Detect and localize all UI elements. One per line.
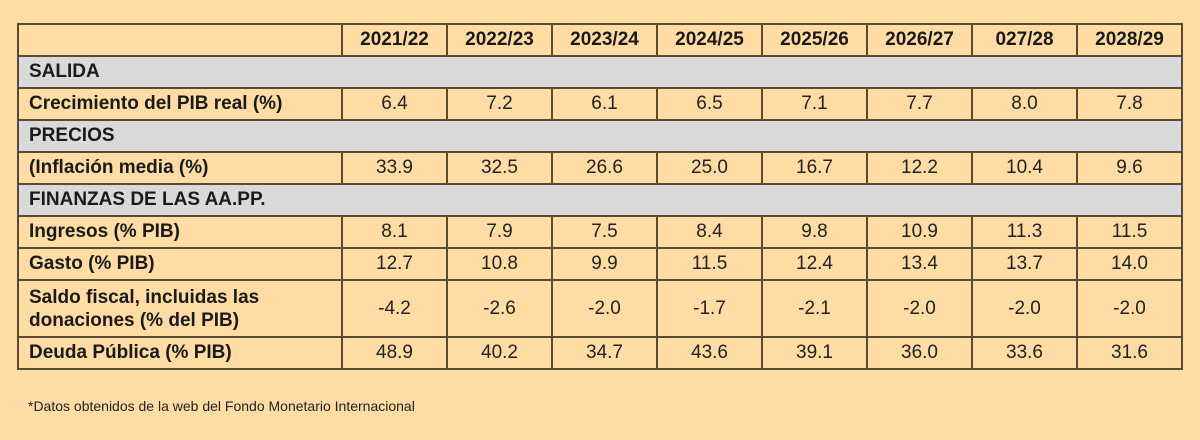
cell: 7.2 xyxy=(446,87,553,121)
row-label: (Inflación media (%) xyxy=(17,151,343,185)
cell: 6.5 xyxy=(656,87,763,121)
economic-indicators-table: 2021/22 2022/23 2023/24 2024/25 2025/26 … xyxy=(17,23,1183,370)
header-year: 027/28 xyxy=(971,23,1078,57)
header-empty xyxy=(17,23,343,57)
cell: -2.0 xyxy=(971,279,1078,338)
cell: 33.6 xyxy=(971,336,1078,370)
cell: -2.1 xyxy=(761,279,868,338)
header-year: 2022/23 xyxy=(446,23,553,57)
cell: 11.5 xyxy=(656,247,763,281)
cell: 7.5 xyxy=(551,215,658,249)
section-row: FINANZAS DE LAS AA.PP. xyxy=(17,183,1183,217)
section-title: FINANZAS DE LAS AA.PP. xyxy=(17,183,1183,217)
cell: 40.2 xyxy=(446,336,553,370)
section-title: PRECIOS xyxy=(17,119,1183,153)
cell: 13.7 xyxy=(971,247,1078,281)
header-row: 2021/22 2022/23 2023/24 2024/25 2025/26 … xyxy=(17,23,1183,57)
cell: 9.6 xyxy=(1076,151,1183,185)
cell: 8.4 xyxy=(656,215,763,249)
header-year: 2023/24 xyxy=(551,23,658,57)
cell: 10.4 xyxy=(971,151,1078,185)
header-year: 2028/29 xyxy=(1076,23,1183,57)
table-row: Ingresos (% PIB) 8.1 7.9 7.5 8.4 9.8 10.… xyxy=(17,215,1183,249)
cell: 31.6 xyxy=(1076,336,1183,370)
row-label: Saldo fiscal, incluidas las donaciones (… xyxy=(17,279,343,338)
cell: 9.8 xyxy=(761,215,868,249)
cell: -2.0 xyxy=(866,279,973,338)
cell: 11.5 xyxy=(1076,215,1183,249)
footnote: *Datos obtenidos de la web del Fondo Mon… xyxy=(28,398,415,414)
cell: 34.7 xyxy=(551,336,658,370)
cell: 8.1 xyxy=(341,215,448,249)
section-title: SALIDA xyxy=(17,55,1183,89)
cell: 12.4 xyxy=(761,247,868,281)
cell: 10.8 xyxy=(446,247,553,281)
header-year: 2025/26 xyxy=(761,23,868,57)
section-row: PRECIOS xyxy=(17,119,1183,153)
cell: 39.1 xyxy=(761,336,868,370)
cell: 48.9 xyxy=(341,336,448,370)
cell: 9.9 xyxy=(551,247,658,281)
header-year: 2024/25 xyxy=(656,23,763,57)
cell: 12.7 xyxy=(341,247,448,281)
cell: 32.5 xyxy=(446,151,553,185)
table-row: Gasto (% PIB) 12.7 10.8 9.9 11.5 12.4 13… xyxy=(17,247,1183,281)
row-label: Gasto (% PIB) xyxy=(17,247,343,281)
cell: -4.2 xyxy=(341,279,448,338)
cell: 26.6 xyxy=(551,151,658,185)
cell: 7.9 xyxy=(446,215,553,249)
table-row: Crecimiento del PIB real (%) 6.4 7.2 6.1… xyxy=(17,87,1183,121)
cell: 11.3 xyxy=(971,215,1078,249)
cell: -2.0 xyxy=(551,279,658,338)
cell: 16.7 xyxy=(761,151,868,185)
cell: 6.1 xyxy=(551,87,658,121)
table-row: Deuda Pública (% PIB) 48.9 40.2 34.7 43.… xyxy=(17,336,1183,370)
table-row: (Inflación media (%) 33.9 32.5 26.6 25.0… xyxy=(17,151,1183,185)
cell: 25.0 xyxy=(656,151,763,185)
row-label: Crecimiento del PIB real (%) xyxy=(17,87,343,121)
cell: -2.6 xyxy=(446,279,553,338)
cell: 13.4 xyxy=(866,247,973,281)
cell: 7.1 xyxy=(761,87,868,121)
cell: 14.0 xyxy=(1076,247,1183,281)
cell: 6.4 xyxy=(341,87,448,121)
cell: 7.8 xyxy=(1076,87,1183,121)
cell: 33.9 xyxy=(341,151,448,185)
cell: 43.6 xyxy=(656,336,763,370)
section-row: SALIDA xyxy=(17,55,1183,89)
row-label: Ingresos (% PIB) xyxy=(17,215,343,249)
cell: -2.0 xyxy=(1076,279,1183,338)
header-year: 2021/22 xyxy=(341,23,448,57)
cell: -1.7 xyxy=(656,279,763,338)
cell: 7.7 xyxy=(866,87,973,121)
table-row: Saldo fiscal, incluidas las donaciones (… xyxy=(17,279,1183,338)
cell: 10.9 xyxy=(866,215,973,249)
cell: 36.0 xyxy=(866,336,973,370)
row-label: Deuda Pública (% PIB) xyxy=(17,336,343,370)
header-year: 2026/27 xyxy=(866,23,973,57)
cell: 8.0 xyxy=(971,87,1078,121)
cell: 12.2 xyxy=(866,151,973,185)
